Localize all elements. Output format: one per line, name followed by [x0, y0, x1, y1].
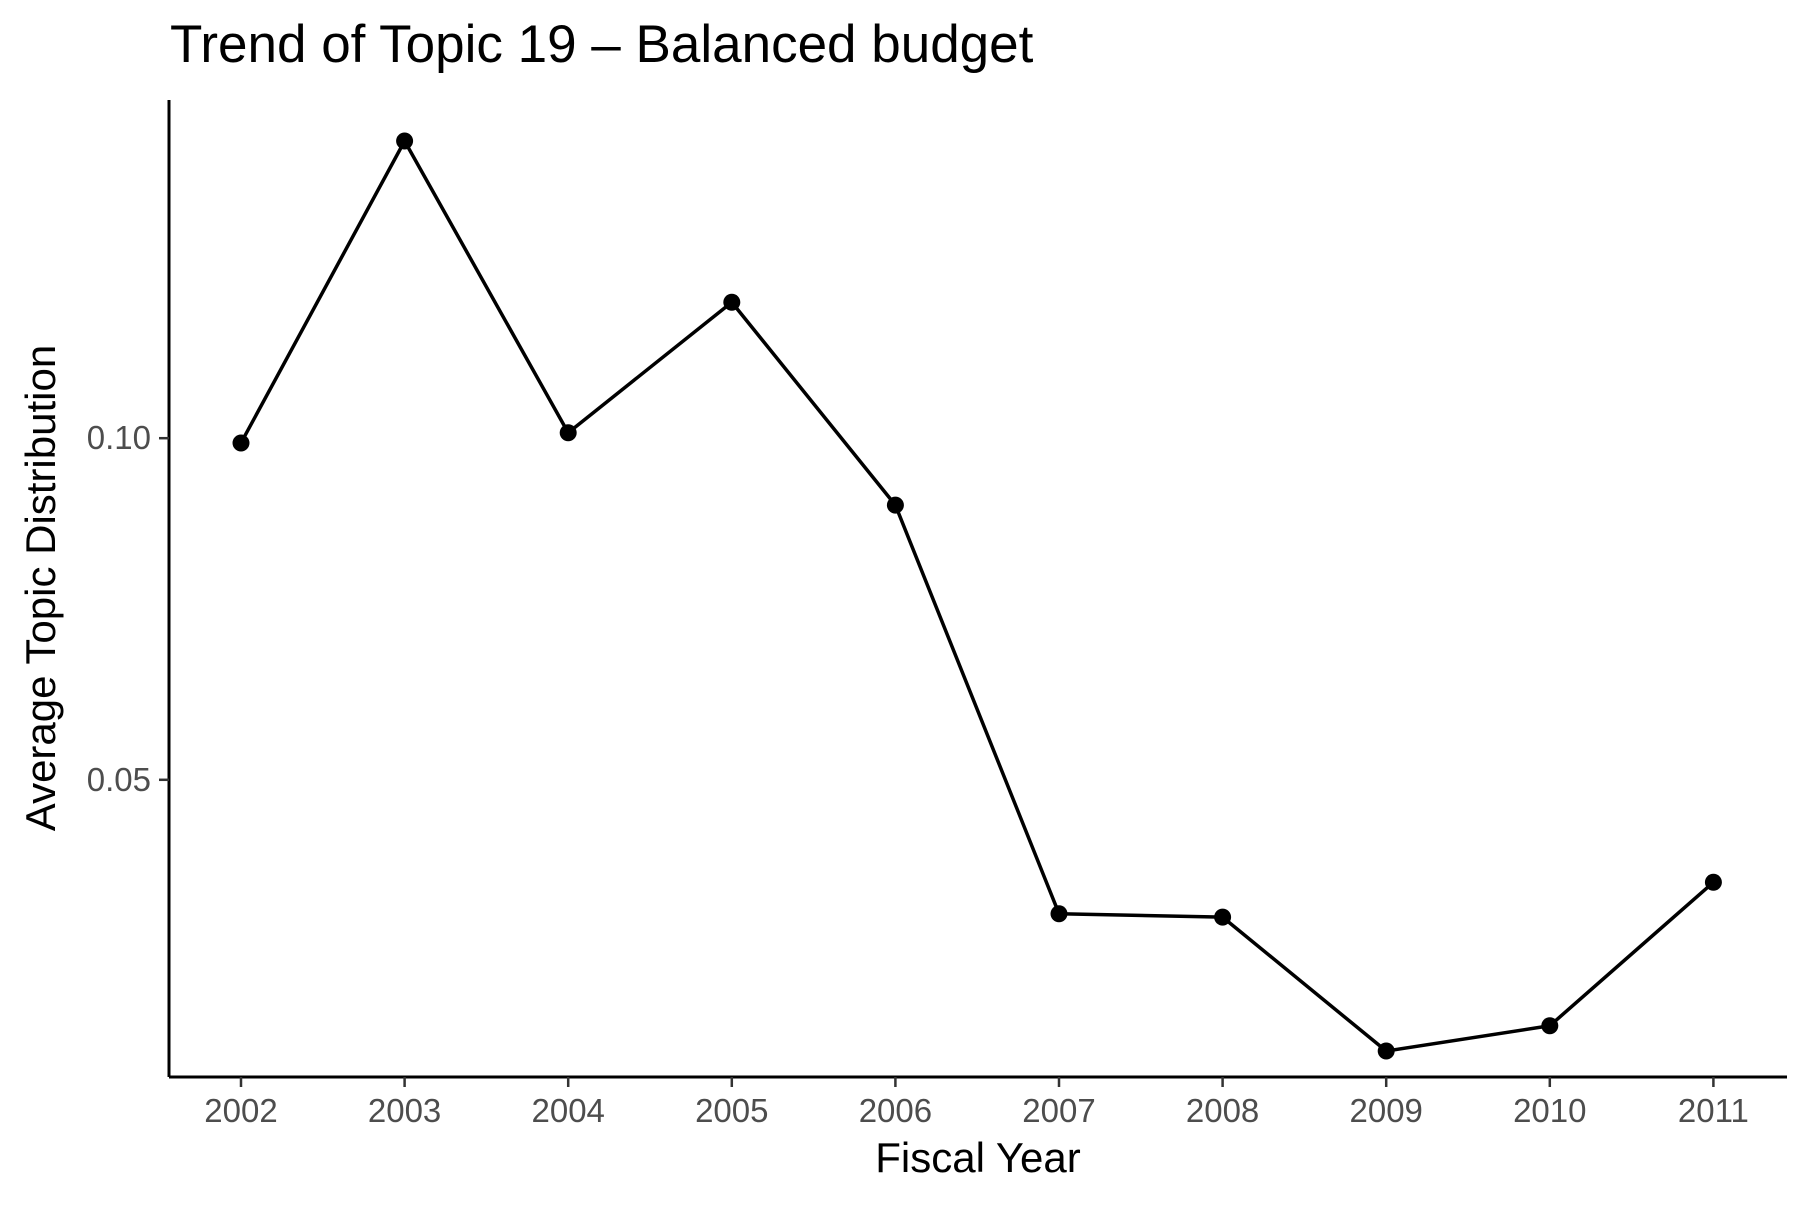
y-axis-ticks: 0.05 0.10 — [87, 419, 169, 798]
x-tick-label: 2007 — [1022, 1092, 1095, 1129]
data-point-2002 — [232, 434, 250, 452]
data-point-2010 — [1541, 1017, 1559, 1035]
data-point-2007 — [1050, 905, 1068, 923]
x-axis-ticks: 2002 2003 2004 2005 2006 2007 2008 2009 2010 2011 — [204, 1077, 1749, 1129]
x-tick-label: 2010 — [1513, 1092, 1586, 1129]
x-tick-label: 2009 — [1349, 1092, 1422, 1129]
chart-title: Trend of Topic 19 – Balanced budget — [170, 15, 1034, 74]
data-point-2011 — [1704, 873, 1722, 891]
plot-area: 2002 2003 2004 2005 2006 2007 2008 2009 2010 2011… — [87, 100, 1787, 1129]
y-tick-label: 0.05 — [87, 761, 151, 798]
data-point-2005 — [723, 293, 741, 311]
x-tick-label: 2006 — [859, 1092, 932, 1129]
series-line — [239, 139, 1715, 1053]
data-point-2004 — [559, 424, 577, 442]
x-tick-label: 2011 — [1678, 1092, 1749, 1129]
series-layer — [232, 132, 1722, 1060]
y-axis-title: Average Topic Distribution — [17, 345, 64, 831]
y-tick-label: 0.10 — [87, 419, 151, 456]
x-tick-label: 2003 — [368, 1092, 441, 1129]
x-tick-label: 2008 — [1186, 1092, 1259, 1129]
x-tick-label: 2004 — [531, 1092, 604, 1129]
data-point-2009 — [1377, 1042, 1395, 1060]
data-point-2003 — [396, 132, 414, 150]
data-point-2006 — [886, 496, 904, 514]
x-axis-title: Fiscal Year — [875, 1134, 1080, 1181]
x-tick-label: 2002 — [204, 1092, 277, 1129]
x-tick-label: 2005 — [695, 1092, 768, 1129]
data-point-2008 — [1214, 908, 1232, 926]
